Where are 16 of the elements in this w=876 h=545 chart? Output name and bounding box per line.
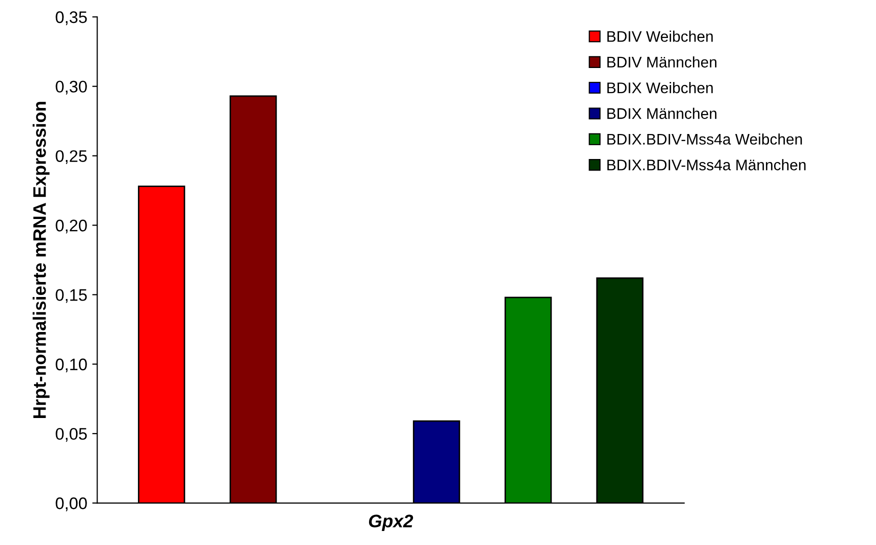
y-tick-label: 0,30 [56, 80, 87, 95]
legend-label: BDIX Männchen [607, 108, 716, 119]
legend-label: BDIX Weibchen [607, 82, 713, 94]
y-tick-label: 0,05 [56, 428, 87, 442]
y-tick-label: 0,15 [56, 289, 87, 303]
y-axis-title: Hrpt-normalisierte mRNA Expression [32, 102, 50, 418]
y-tick-label: 0,25 [56, 150, 87, 164]
y-tick-label: 0,00 [56, 497, 87, 512]
x-tick-label: Gpx2 [369, 514, 414, 531]
y-tick-label: 0,20 [56, 220, 87, 234]
y-tick-label: 0,10 [56, 358, 87, 372]
y-tick-label: 0,35 [56, 11, 87, 26]
legend-label: BDIV Weibchen [607, 30, 713, 42]
legend-label: BDIX.BDIV-Mss4a Männchen [607, 159, 806, 170]
legend-label: BDIX.BDIV-Mss4a Weibchen [607, 133, 802, 145]
legend-label: BDIV Männchen [607, 56, 716, 68]
